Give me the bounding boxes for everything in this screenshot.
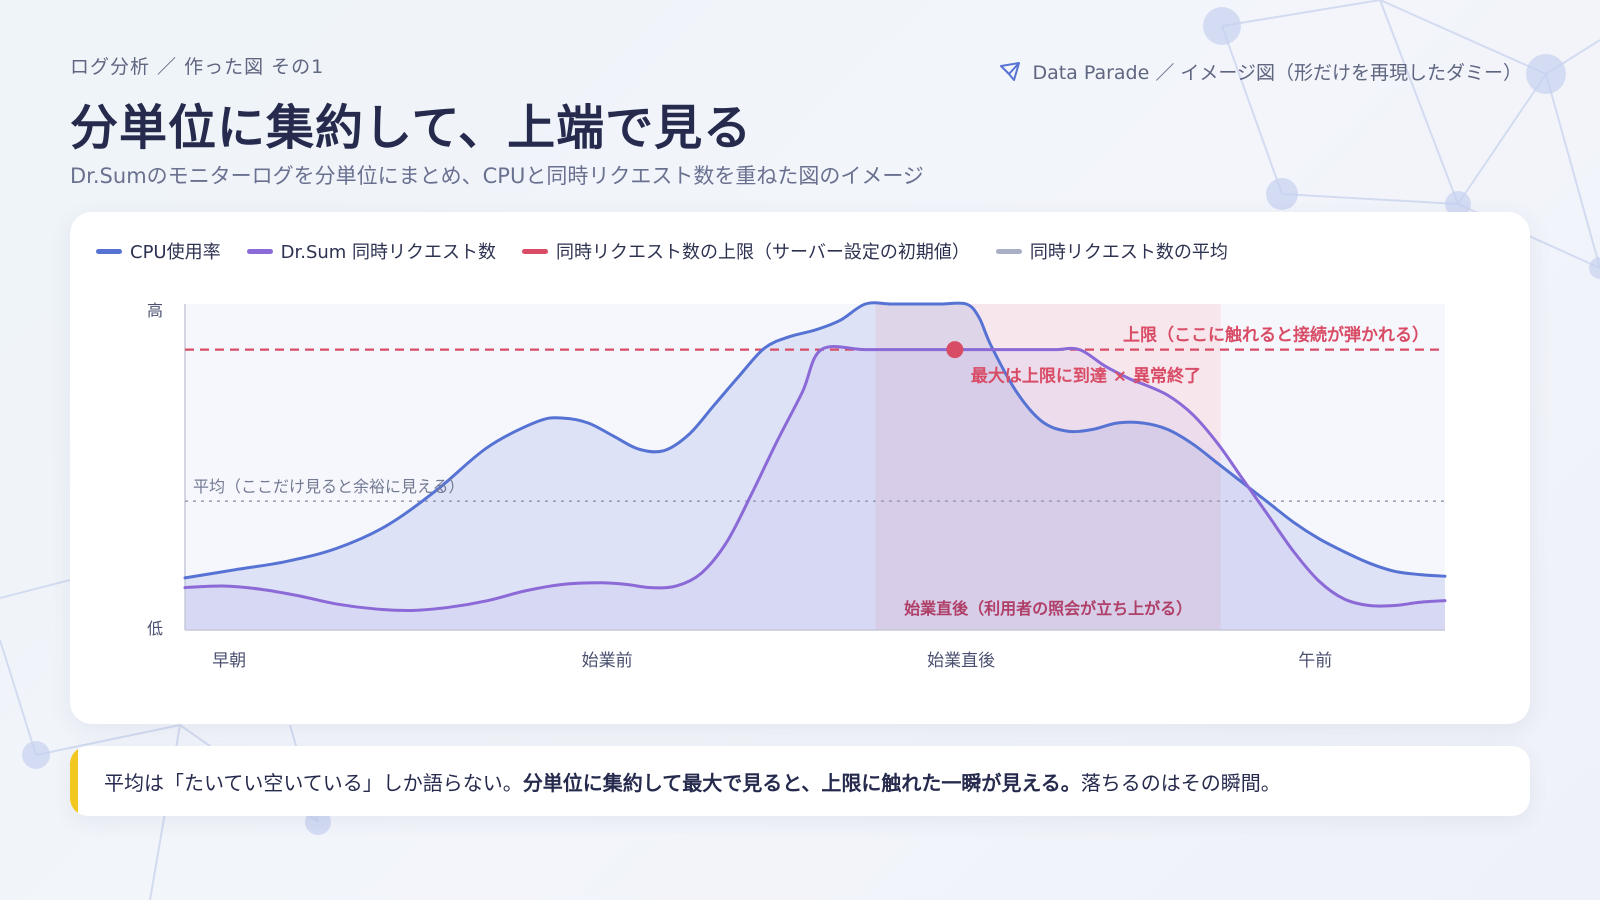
chart-card: 上限（ここに触れると接続が弾かれる） 最大は上限に到達 × 異常終了平均（ここだけ… (70, 212, 1530, 724)
legend-swatch-average (995, 248, 1022, 254)
x-tick-label-3: 午前 (1298, 651, 1332, 671)
series-line-cpu (183, 301, 1447, 580)
highlight-region (875, 304, 1221, 630)
max-marker-point (946, 341, 964, 359)
limit-line-label: 上限（ここに触れると接続が弾かれる） (1123, 325, 1429, 346)
breadcrumb: ログ分析 ／ 作った図 その1 (70, 56, 325, 78)
max-marker-label: 最大は上限に到達 × 異常終了 (971, 366, 1201, 387)
legend-swatch-limit (522, 248, 549, 254)
legend-item-limit: 同時リクエスト数の上限（サーバー設定の初期値） (522, 238, 970, 264)
paper-plane-icon (1000, 61, 1021, 81)
legend-swatch-requests (246, 248, 273, 254)
takeaway-note: 平均は「たいてい空いている」しか語らない。分単位に集約して最大で見ると、上限に触… (70, 746, 1530, 816)
y-tick-label-low: 低 (147, 619, 163, 638)
note-text-emphasis: 分単位に集約して最大で見ると、上限に触れた一瞬が見える。 (522, 770, 1081, 795)
note-text-tail: 落ちるのはその瞬間。 (1080, 770, 1281, 795)
page-title: 分単位に集約して、上端で見る (70, 100, 753, 156)
x-tick-label-0: 早朝 (212, 651, 246, 671)
legend-label-average: 同時リクエスト数の平均 (1029, 242, 1228, 263)
legend-label-cpu: CPU使用率 (130, 242, 221, 263)
note-text: 平均は「たいてい空いている」しか語らない。分単位に集約して最大で見ると、上限に触… (104, 767, 1281, 796)
note-accent-bar (70, 746, 78, 816)
series-area-0 (185, 302, 1445, 630)
average-line-label: 平均（ここだけ見ると余裕に見える） (193, 477, 465, 496)
line-chart: 上限（ここに触れると接続が弾かれる） 最大は上限に到達 × 異常終了平均（ここだけ… (147, 301, 1447, 671)
series-line-requests (183, 345, 1447, 612)
highlight-region-label: 始業直後（利用者の照会が立ち上がる） (904, 599, 1192, 618)
legend-label-limit: 同時リクエスト数の上限（サーバー設定の初期値） (556, 242, 970, 263)
legend-item-requests: Dr.Sum 同時リクエスト数 (246, 238, 497, 264)
page-subtitle: Dr.Sumのモニターログを分単位にまとめ、CPUと同時リクエスト数を重ねた図の… (70, 164, 924, 188)
legend-item-cpu: CPU使用率 (96, 238, 221, 264)
legend-label-requests: Dr.Sum 同時リクエスト数 (280, 242, 497, 263)
series-area-1 (185, 346, 1445, 630)
legend-item-average: 同時リクエスト数の平均 (995, 238, 1228, 264)
note-text-lead: 平均は「たいてい空いている」しか語らない。 (104, 770, 523, 795)
brand-label: Data Parade ／ イメージ図（形だけを再現したダミー） (1032, 62, 1522, 84)
x-tick-label-2: 始業直後 (927, 651, 995, 671)
y-tick-label-high: 高 (147, 301, 163, 320)
legend-swatch-cpu (96, 248, 122, 254)
brand: Data Parade ／ イメージ図（形だけを再現したダミー） (998, 58, 1522, 85)
x-tick-label-1: 始業前 (582, 651, 633, 671)
chart-legend: CPU使用率 Dr.Sum 同時リクエスト数 同時リクエスト数の上限（サーバー設… (96, 238, 1228, 264)
